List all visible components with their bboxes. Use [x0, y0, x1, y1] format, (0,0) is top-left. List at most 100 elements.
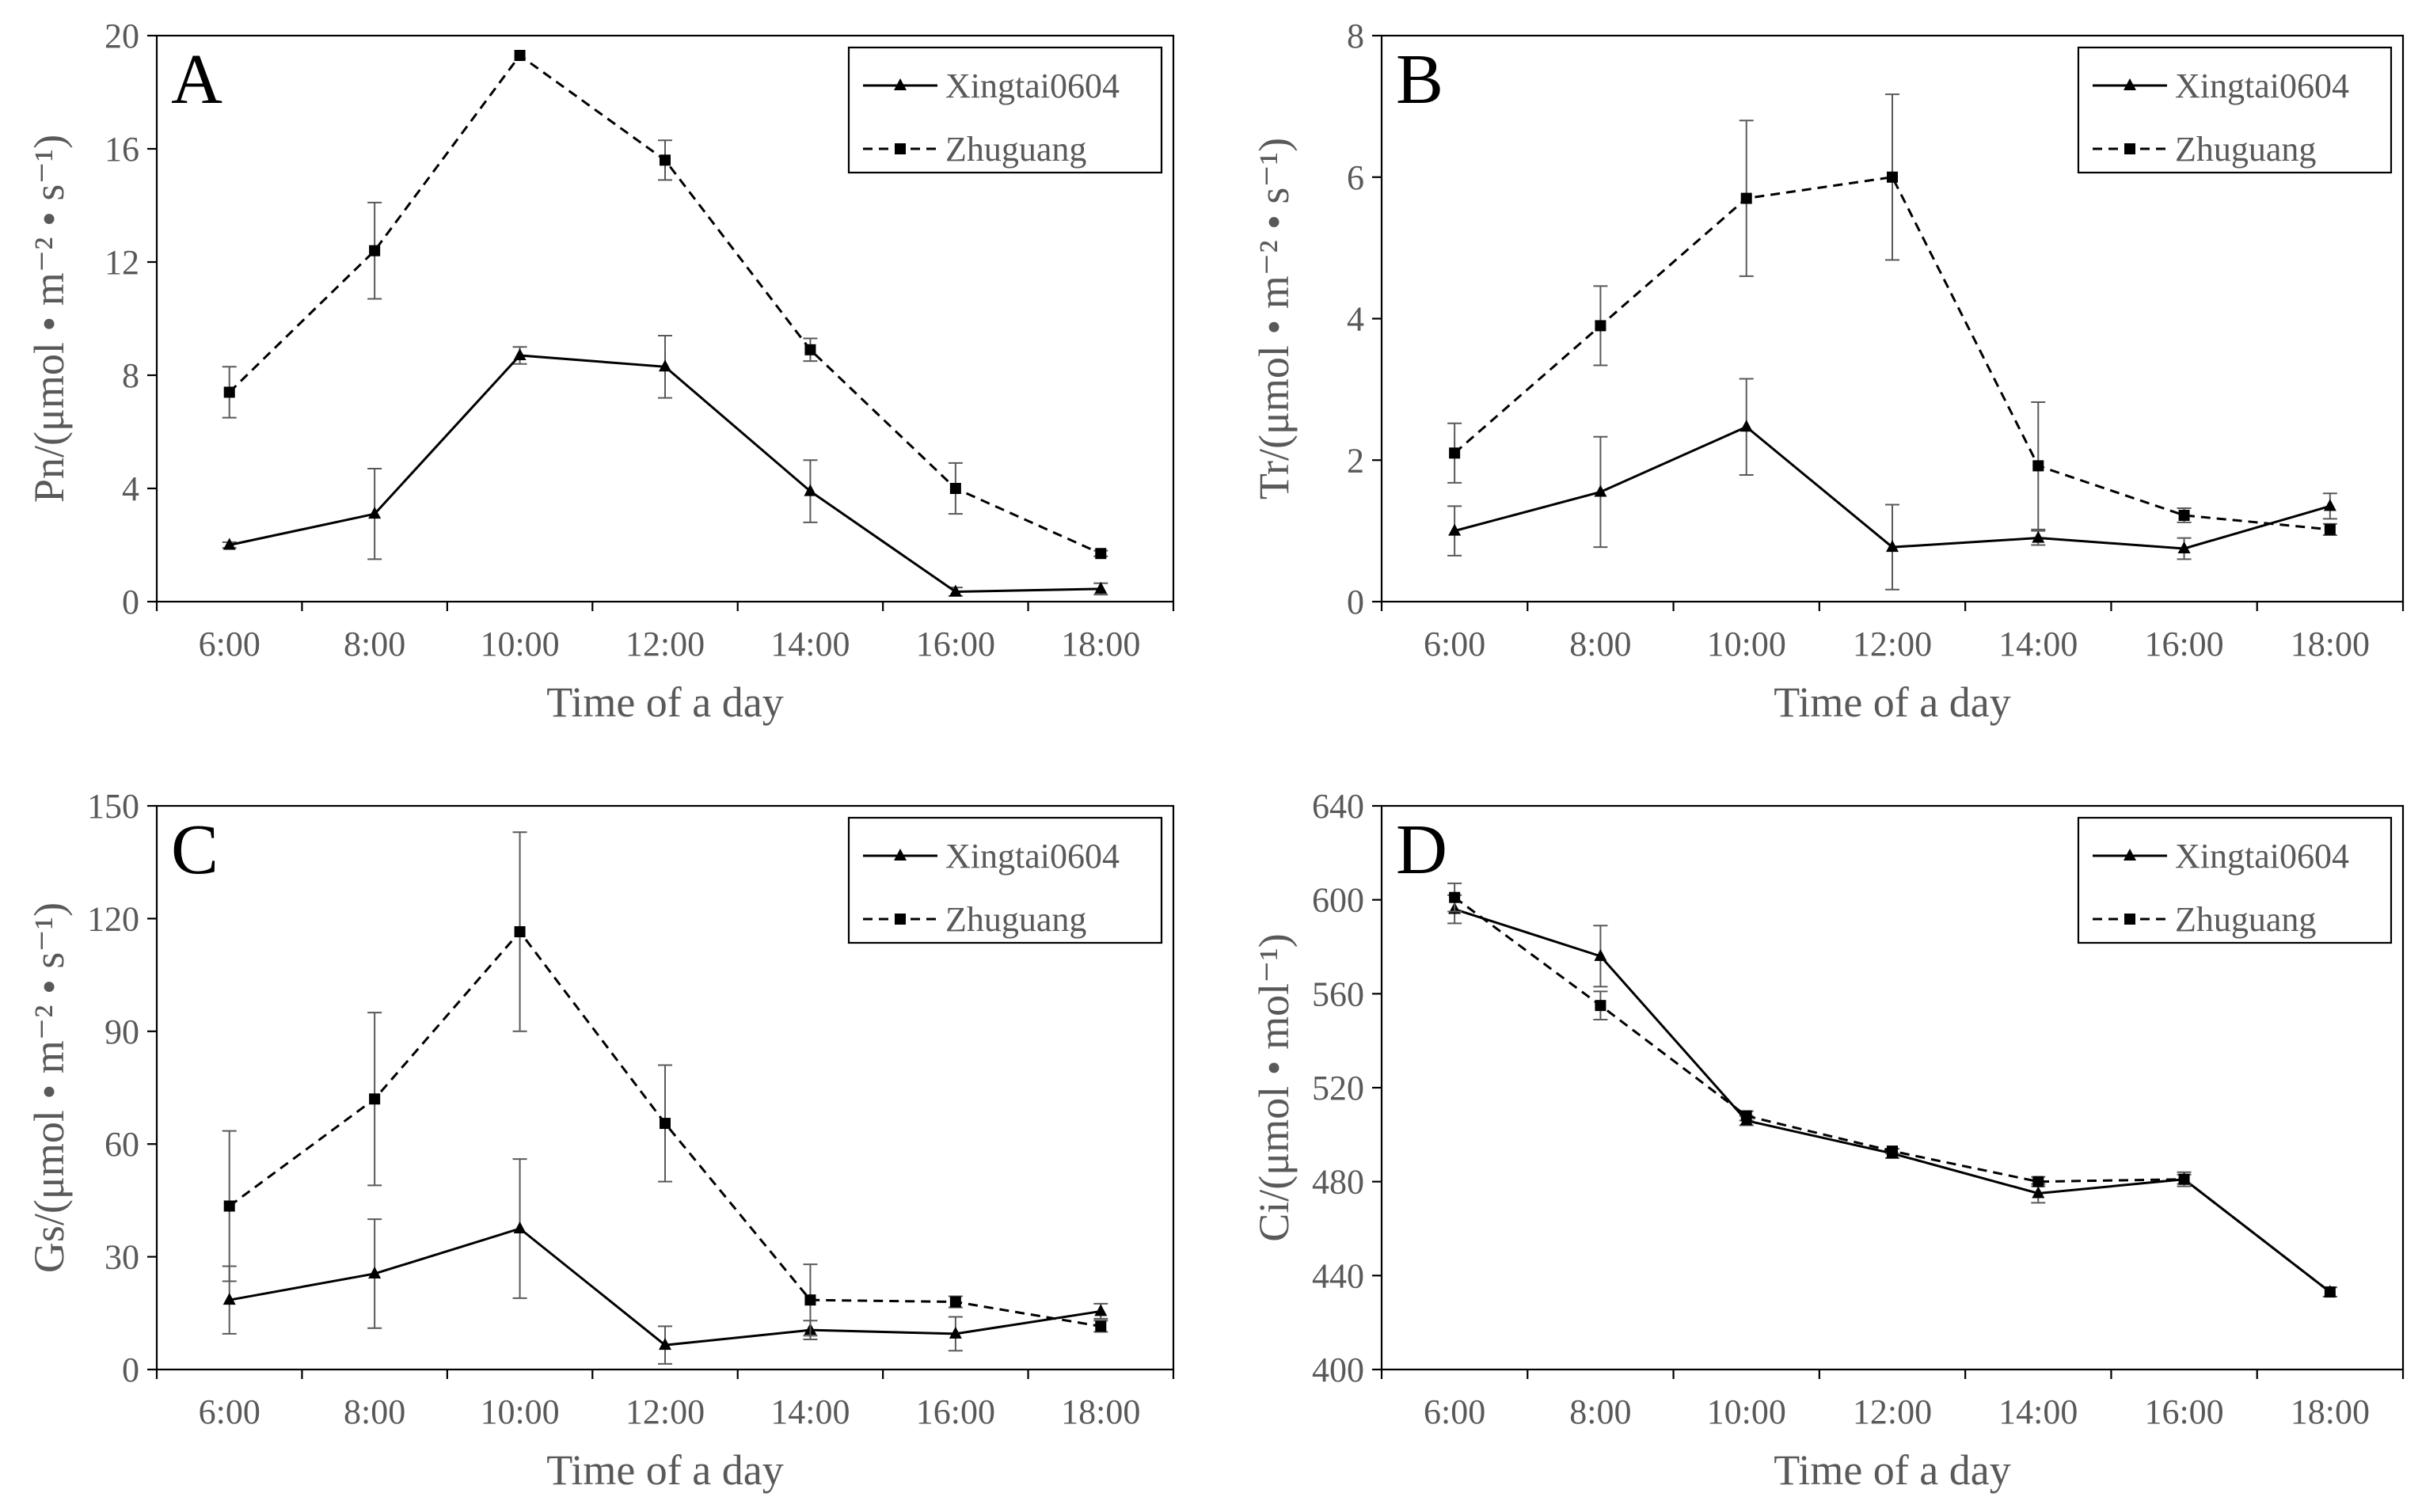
legend-label: Zhuguang: [2175, 900, 2316, 939]
y-tick-label: 8: [122, 356, 139, 395]
legend-marker-square: [2124, 914, 2135, 925]
data-point-square: [514, 926, 526, 938]
panel-letter: C: [171, 811, 219, 889]
y-tick-label: 0: [122, 1351, 139, 1389]
y-tick-label: 8: [1347, 17, 1364, 55]
y-tick-label: 640: [1312, 787, 1364, 826]
legend-label: Xingtai0604: [945, 66, 1120, 105]
plot-area-frame: [155, 804, 1175, 1371]
x-tick-label: 12:00: [1853, 625, 1932, 663]
data-point-square: [660, 154, 671, 166]
x-tick-label: 14:00: [1998, 625, 2078, 663]
data-point-square: [1095, 548, 1107, 560]
data-point-square: [2324, 1286, 2336, 1298]
x-tick-label: 18:00: [1061, 1392, 1140, 1431]
data-point-square: [949, 483, 961, 494]
legend: Xingtai0604 Zhuguang: [2077, 46, 2393, 174]
series-line: [1454, 896, 2331, 1294]
y-tick-label: 560: [1312, 974, 1364, 1013]
data-point-square: [369, 245, 381, 256]
x-axis-title: Time of a day: [546, 678, 783, 726]
legend-label: Xingtai0604: [2175, 837, 2349, 876]
x-tick-label: 12:00: [625, 1392, 705, 1431]
x-tick-label: 8:00: [344, 1392, 405, 1431]
x-tick-label: 16:00: [2144, 625, 2223, 663]
data-point-triangle: [804, 484, 817, 496]
x-tick-label: 8:00: [344, 625, 405, 663]
data-point-square: [223, 386, 235, 398]
plot-area-frame: [155, 34, 1175, 603]
legend-marker-triangle: [2124, 849, 2136, 860]
y-tick-label: 120: [87, 899, 139, 938]
y-axis-title: Pn/(μmol • m⁻² • s⁻¹): [25, 135, 73, 503]
x-tick-label: 18:00: [2291, 1392, 2370, 1431]
y-tick-label: 440: [1312, 1256, 1364, 1295]
chart-panel-a: 0 4 8 12 16 20 6:00 8:00 10:00 12:00 14:00 16:00 18:…: [25, 17, 1175, 726]
data-point-triangle: [1740, 420, 1753, 432]
x-tick-label: 18:00: [2291, 625, 2370, 663]
data-point-square: [1740, 1110, 1752, 1122]
chart-panel-d: 400 440 480 520 560 600 640 6:00 8:00 10:00 12:00 1…: [1250, 787, 2405, 1494]
data-point-triangle: [1594, 484, 1607, 497]
series-xingtai0604: [222, 334, 1108, 597]
y-tick-label: 30: [105, 1238, 139, 1277]
y-tick-label: 4: [1347, 300, 1364, 339]
data-point-square: [223, 1200, 235, 1212]
y-tick-label: 6: [1347, 158, 1364, 197]
data-point-triangle: [1094, 1304, 1108, 1316]
data-point-triangle: [659, 359, 671, 372]
data-point-triangle: [222, 538, 236, 550]
x-tick-label: 6:00: [199, 1392, 260, 1431]
data-point-square: [1595, 320, 1606, 332]
legend-marker-triangle: [894, 78, 907, 90]
legend-label: Xingtai0604: [2175, 66, 2349, 105]
y-tick-label: 0: [1347, 583, 1364, 621]
series-xingtai0604: [222, 1158, 1108, 1365]
y-tick-label: 600: [1312, 881, 1364, 920]
x-tick-label: 10:00: [1707, 625, 1786, 663]
x-tick-label: 12:00: [1853, 1392, 1932, 1431]
chart-panel-c: 0 30 60 90 120 150 6:00 8:00 10:00 12:00 14:00 16:0…: [25, 787, 1175, 1494]
legend-label: Zhuguang: [945, 900, 1086, 939]
data-point-square: [1740, 192, 1752, 204]
x-axis-title: Time of a day: [546, 1446, 783, 1494]
data-point-triangle: [513, 348, 527, 360]
data-point-square: [949, 1296, 961, 1308]
x-axis-title: Time of a day: [1774, 678, 2010, 726]
data-point-triangle: [1448, 523, 1462, 536]
data-point-square: [2032, 460, 2044, 472]
data-point-square: [2032, 1176, 2044, 1187]
x-tick-label: 6:00: [1424, 625, 1485, 663]
data-point-triangle: [513, 1221, 527, 1233]
legend-label: Zhuguang: [2175, 130, 2316, 169]
data-point-triangle: [949, 584, 962, 597]
y-tick-label: 2: [1347, 441, 1364, 480]
x-tick-label: 12:00: [625, 625, 705, 663]
y-tick-label: 12: [105, 243, 139, 282]
y-tick-label: 90: [105, 1012, 139, 1051]
x-tick-label: 14:00: [1998, 1392, 2078, 1431]
legend: Xingtai0604 Zhuguang: [2077, 816, 2393, 944]
y-tick-label: 480: [1312, 1163, 1364, 1202]
data-point-square: [804, 1294, 816, 1306]
data-point-square: [1095, 1320, 1107, 1332]
data-point-square: [2324, 523, 2336, 535]
data-point-triangle: [949, 1326, 962, 1339]
x-tick-label: 8:00: [1569, 1392, 1631, 1431]
y-axis-title: Gs/(μmol • m⁻² • s⁻¹): [25, 902, 73, 1273]
y-axis-title: Ci/(μmol • mol⁻¹): [1250, 933, 1298, 1242]
data-point-triangle: [1594, 948, 1607, 961]
x-tick-label: 10:00: [480, 1392, 559, 1431]
x-tick-label: 10:00: [480, 625, 559, 663]
data-point-triangle: [368, 507, 382, 519]
legend-label: Xingtai0604: [945, 837, 1120, 876]
x-tick-label: 18:00: [1061, 625, 1140, 663]
x-tick-label: 6:00: [1424, 1392, 1485, 1431]
x-tick-label: 16:00: [916, 1392, 995, 1431]
x-tick-label: 8:00: [1569, 625, 1631, 663]
legend: Xingtai0604 Zhuguang: [847, 46, 1163, 174]
x-tick-label: 14:00: [770, 1392, 850, 1431]
data-point-triangle: [1886, 540, 1899, 553]
legend: Xingtai0604 Zhuguang: [847, 816, 1163, 944]
legend-marker-triangle: [2124, 78, 2136, 90]
